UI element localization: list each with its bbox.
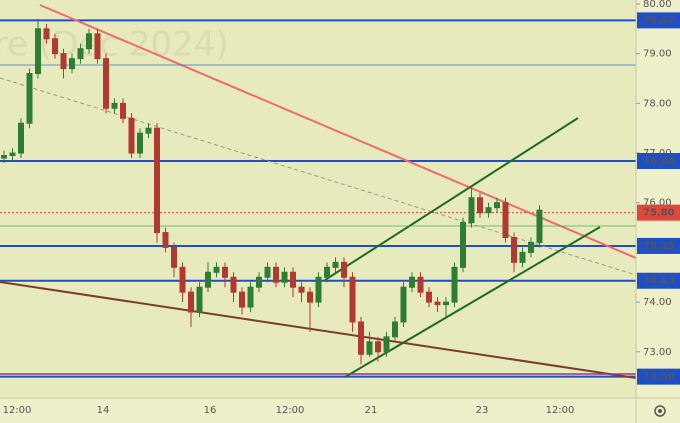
level-label-box xyxy=(637,204,680,221)
candle-body xyxy=(332,261,339,268)
candle-body xyxy=(247,286,254,308)
level-label: 72.50 xyxy=(643,372,675,383)
candle-body xyxy=(298,286,305,293)
candle-body xyxy=(86,33,92,50)
y-tick-label: 74.00 xyxy=(643,297,672,308)
candle-body xyxy=(196,286,203,313)
candle-body xyxy=(468,197,475,224)
level-label: 75.80 xyxy=(643,208,675,219)
candle-body xyxy=(358,321,364,355)
candle-body xyxy=(26,73,33,124)
candle-body xyxy=(18,122,24,154)
candle-body xyxy=(451,266,458,303)
candle-body xyxy=(273,266,279,283)
level-label: 76.84 xyxy=(643,156,675,167)
level-label-box xyxy=(637,237,680,254)
candle-body xyxy=(324,266,330,278)
level-label-box xyxy=(637,12,680,29)
candle-body xyxy=(349,276,356,323)
y-tick-label: 73.00 xyxy=(643,347,672,358)
candle-body xyxy=(460,222,466,268)
candle-body xyxy=(426,291,432,303)
candle-body xyxy=(162,232,169,248)
trend-brown xyxy=(0,281,637,379)
candle-body xyxy=(536,209,543,243)
candle-body xyxy=(52,38,58,55)
candle-body xyxy=(502,202,509,239)
candle-body xyxy=(154,127,160,234)
candle-body xyxy=(477,197,483,214)
candle-body xyxy=(69,58,75,70)
x-tick-label: 12:00 xyxy=(276,405,305,416)
x-tick-label: 12:00 xyxy=(546,405,575,416)
candle-body xyxy=(145,127,152,134)
candle-body xyxy=(264,266,271,278)
candle-body xyxy=(341,261,347,278)
y-tick-label: 78.00 xyxy=(643,98,672,109)
candle-body xyxy=(94,33,101,60)
candle-body xyxy=(222,266,228,278)
candle-body xyxy=(120,102,126,119)
candle-body xyxy=(213,266,220,273)
candle-body xyxy=(256,276,262,288)
candle-body xyxy=(528,241,534,253)
level-label-box xyxy=(637,272,680,289)
candle-body xyxy=(111,102,118,109)
candle-body xyxy=(171,246,177,268)
level-label: 75.13 xyxy=(643,241,675,252)
candle-body xyxy=(315,276,322,303)
candle-body xyxy=(230,276,237,293)
candle-body xyxy=(239,291,245,308)
candle-body xyxy=(400,286,407,323)
candle-body xyxy=(392,321,398,338)
candle-body xyxy=(290,271,296,288)
level-label-box xyxy=(637,368,680,385)
candle-body xyxy=(366,341,373,355)
candle-body xyxy=(137,132,143,154)
level-label-box xyxy=(637,152,680,169)
candle-body xyxy=(519,251,526,263)
candle-body xyxy=(375,341,381,353)
candle-body xyxy=(77,48,84,60)
candle-body xyxy=(60,53,67,70)
level-label: 79.67 xyxy=(643,15,675,26)
candle-body xyxy=(511,237,517,263)
x-tick-label: 23 xyxy=(476,405,489,416)
candle-body xyxy=(188,291,194,313)
x-tick-label: 21 xyxy=(365,405,378,416)
candle-body xyxy=(417,276,424,293)
x-tick-label: 14 xyxy=(97,405,110,416)
candle-body xyxy=(35,28,41,75)
watermark: re (Dec 2024) xyxy=(0,25,229,65)
candle-body xyxy=(434,301,441,306)
x-tick-label: 12:00 xyxy=(3,405,32,416)
channel-upper xyxy=(324,117,579,281)
candle-body xyxy=(485,207,492,214)
candle-body xyxy=(103,58,109,109)
candle-body xyxy=(409,276,415,288)
candle-body xyxy=(205,271,211,288)
candle-body xyxy=(494,202,500,209)
y-tick-label: 79.00 xyxy=(643,49,672,60)
y-tick-label: 80.00 xyxy=(643,0,672,10)
candle-body xyxy=(281,271,288,283)
y-tick-label: 76.00 xyxy=(643,198,672,209)
candle-body xyxy=(43,28,50,40)
candle-body xyxy=(443,301,449,306)
candle-body xyxy=(383,336,390,353)
candle-body xyxy=(1,155,7,159)
level-label: 74.43 xyxy=(643,276,675,287)
settings-icon[interactable] xyxy=(654,405,666,417)
candle-body xyxy=(179,266,186,293)
candle-body xyxy=(9,152,16,157)
candle-body xyxy=(307,291,313,303)
x-tick-label: 16 xyxy=(204,405,217,416)
candle-body xyxy=(128,117,135,154)
